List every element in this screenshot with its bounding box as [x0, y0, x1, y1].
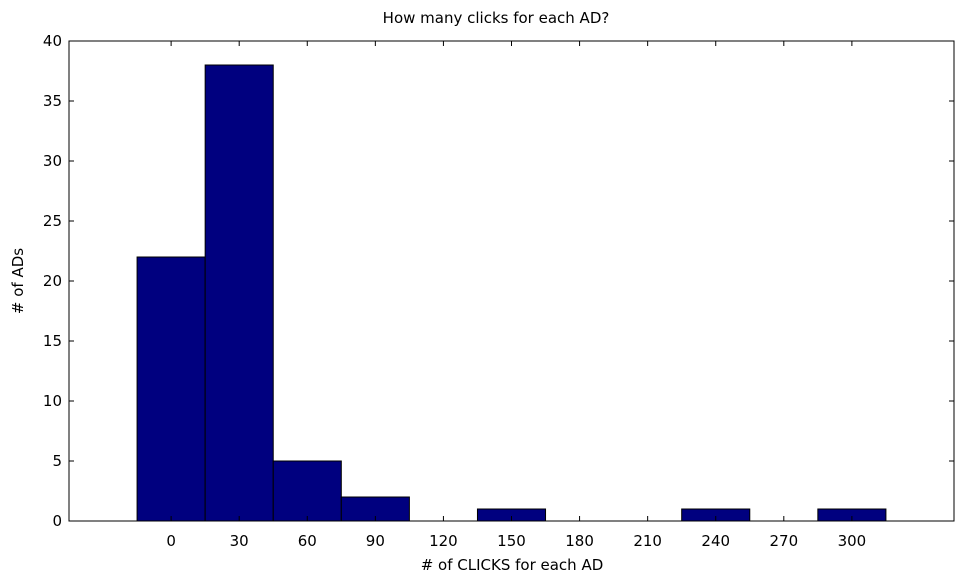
x-tick-label-240: 240	[701, 532, 730, 550]
x-tick-label-210: 210	[633, 532, 662, 550]
x-tick-label-30: 30	[230, 532, 249, 550]
x-tick-label-300: 300	[838, 532, 867, 550]
x-tick-label-120: 120	[429, 532, 458, 550]
x-tick-label-90: 90	[366, 532, 385, 550]
bar-30	[204, 64, 274, 522]
y-tick-label-20: 20	[43, 272, 62, 290]
y-tick-label-5: 5	[52, 452, 62, 470]
x-tick-label-60: 60	[298, 532, 317, 550]
y-tick-label-0: 0	[52, 512, 62, 530]
x-tick-label-270: 270	[769, 532, 798, 550]
y-tick-label-35: 35	[43, 92, 62, 110]
x-axis-label: # of CLICKS for each AD	[421, 556, 604, 574]
x-tick-label-0: 0	[166, 532, 176, 550]
chart-title: How many clicks for each AD?	[383, 9, 610, 27]
y-axis-label: # of ADs	[9, 248, 27, 314]
bars-group	[136, 64, 887, 522]
y-tick-label-25: 25	[43, 212, 62, 230]
bar-60	[272, 460, 342, 522]
x-tick-label-180: 180	[565, 532, 594, 550]
y-tick-label-30: 30	[43, 152, 62, 170]
bar-0	[136, 256, 206, 522]
x-tick-label-150: 150	[497, 532, 526, 550]
y-tick-label-10: 10	[43, 392, 62, 410]
ticks-group: 0 30 60 90 120 150 180 210 240 270 300 0 5 10 15 20 25 30…	[43, 32, 954, 550]
y-tick-label-40: 40	[43, 32, 62, 50]
y-tick-label-15: 15	[43, 332, 62, 350]
